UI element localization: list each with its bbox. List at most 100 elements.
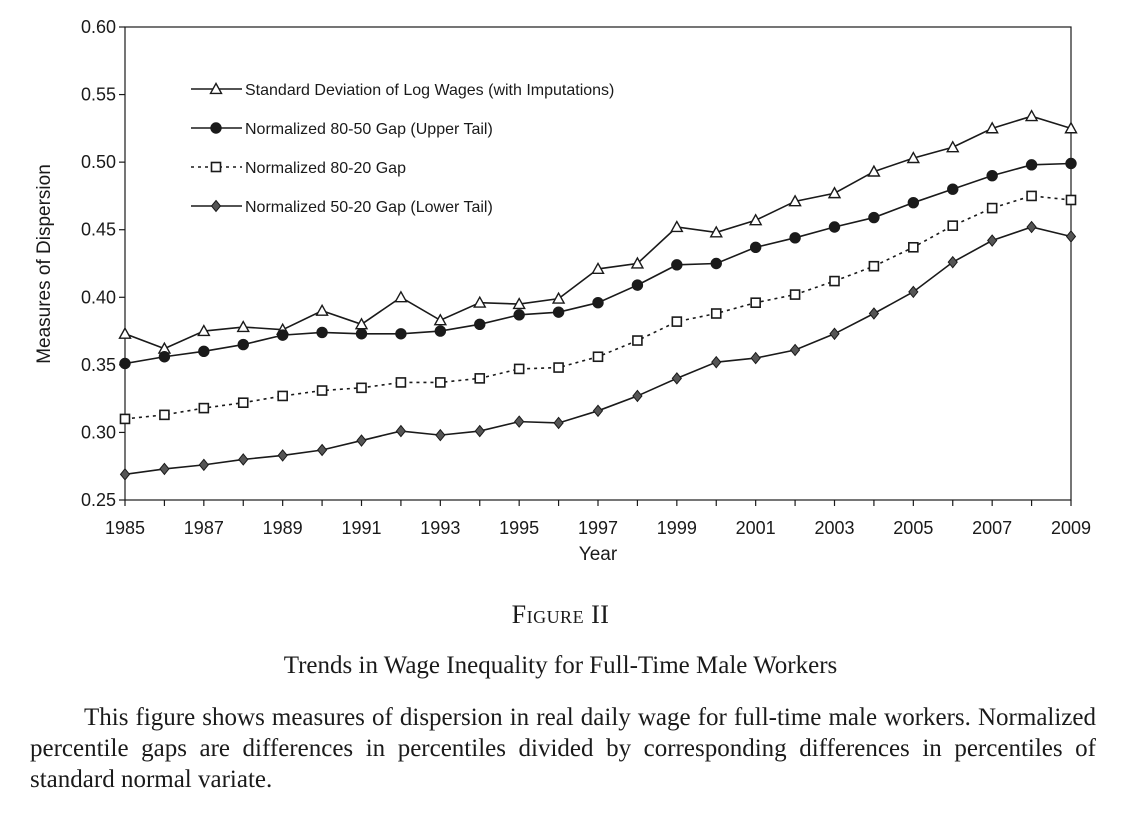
data-point-sd-log-wages bbox=[709, 225, 723, 238]
legend-item-gap-80-50: Normalized 80-50 Gap (Upper Tail) bbox=[191, 121, 493, 138]
legend-label: Normalized 50-20 Gap (Lower Tail) bbox=[245, 199, 493, 216]
data-point-gap-80-50 bbox=[513, 309, 525, 321]
x-tick-label: 2007 bbox=[972, 518, 1012, 538]
data-point-gap-80-20 bbox=[789, 289, 801, 300]
data-point-gap-80-50 bbox=[828, 221, 841, 233]
data-point-gap-80-20 bbox=[868, 260, 880, 272]
data-point-gap-80-20 bbox=[119, 413, 131, 425]
data-point-gap-80-50 bbox=[947, 183, 959, 195]
data-point-sd-log-wages bbox=[1064, 121, 1078, 134]
data-point-gap-80-50 bbox=[592, 296, 604, 309]
data-point-gap-50-20 bbox=[159, 462, 170, 476]
data-point-gap-80-50 bbox=[907, 196, 920, 209]
data-point-sd-log-wages bbox=[512, 297, 526, 310]
data-point-gap-80-20 bbox=[277, 390, 288, 402]
data-point-gap-80-50 bbox=[237, 338, 249, 351]
x-tick-label: 2003 bbox=[814, 518, 854, 538]
data-point-gap-80-20 bbox=[986, 202, 998, 214]
y-tick-label: 0.50 bbox=[81, 152, 116, 172]
x-tick-label: 1991 bbox=[341, 518, 381, 538]
data-point-gap-80-50 bbox=[355, 328, 368, 340]
y-tick-label: 0.60 bbox=[81, 17, 116, 37]
data-point-sd-log-wages bbox=[906, 151, 921, 164]
legend-marker bbox=[210, 161, 222, 173]
data-point-gap-80-50 bbox=[198, 345, 210, 358]
data-point-sd-log-wages bbox=[748, 213, 763, 226]
data-point-sd-log-wages bbox=[867, 164, 881, 177]
x-tick-label: 1993 bbox=[420, 518, 460, 538]
data-point-gap-80-50 bbox=[789, 232, 801, 244]
data-point-gap-80-20 bbox=[829, 275, 840, 287]
figure-label: Figure II bbox=[511, 600, 610, 629]
data-point-gap-50-20 bbox=[553, 416, 564, 430]
data-point-gap-80-50 bbox=[316, 326, 328, 339]
data-point-sd-log-wages bbox=[630, 256, 645, 269]
data-point-gap-80-20 bbox=[592, 351, 604, 363]
data-point-gap-80-20 bbox=[553, 362, 564, 373]
y-axis-title: Measures of Dispersion bbox=[34, 164, 55, 364]
data-point-sd-log-wages bbox=[197, 324, 211, 337]
data-point-sd-log-wages bbox=[985, 121, 999, 134]
data-point-gap-80-50 bbox=[749, 241, 762, 253]
data-point-gap-50-20 bbox=[1065, 230, 1077, 243]
data-point-sd-log-wages bbox=[1024, 109, 1039, 122]
data-point-gap-80-20 bbox=[671, 316, 683, 327]
x-tick-label: 1985 bbox=[105, 518, 145, 538]
data-point-gap-80-20 bbox=[198, 402, 210, 414]
data-point-sd-log-wages bbox=[236, 320, 250, 333]
x-tick-label: 1997 bbox=[578, 518, 618, 538]
data-point-gap-80-20 bbox=[710, 308, 722, 319]
y-tick-label: 0.30 bbox=[81, 422, 116, 442]
data-point-gap-80-20 bbox=[1065, 194, 1077, 206]
data-point-gap-80-20 bbox=[513, 363, 525, 375]
x-tick-label: 1995 bbox=[499, 518, 539, 538]
data-point-gap-50-20 bbox=[987, 234, 998, 247]
data-point-gap-50-20 bbox=[711, 355, 722, 369]
data-point-gap-80-50 bbox=[474, 318, 486, 331]
legend-label: Normalized 80-50 Gap (Upper Tail) bbox=[245, 121, 493, 138]
x-tick-label: 2001 bbox=[736, 518, 776, 538]
data-point-gap-80-20 bbox=[159, 409, 170, 421]
data-point-gap-80-20 bbox=[947, 220, 959, 231]
legend: Standard Deviation of Log Wages (with Im… bbox=[191, 82, 614, 216]
data-point-gap-80-50 bbox=[552, 306, 565, 318]
series-sd-log-wages bbox=[118, 109, 1078, 354]
data-point-sd-log-wages bbox=[315, 303, 329, 316]
y-tick-label: 0.25 bbox=[81, 490, 116, 510]
line-chart: 0.25 0.30 0.35 0.40 0.45 0.50 0.55 0.60 1985 1987… bbox=[34, 17, 1091, 565]
data-point-gap-50-20 bbox=[947, 255, 958, 269]
data-point-gap-80-50 bbox=[631, 279, 644, 291]
data-point-gap-50-20 bbox=[1026, 220, 1037, 234]
data-point-gap-80-50 bbox=[119, 357, 131, 370]
data-point-sd-log-wages bbox=[118, 326, 132, 339]
data-point-sd-log-wages bbox=[473, 295, 487, 308]
legend-marker bbox=[210, 122, 222, 134]
data-point-gap-50-20 bbox=[592, 404, 604, 418]
data-point-gap-50-20 bbox=[829, 327, 840, 341]
data-point-gap-50-20 bbox=[395, 424, 407, 438]
data-point-gap-80-20 bbox=[316, 385, 328, 396]
data-point-gap-80-50 bbox=[986, 169, 998, 182]
data-point-sd-log-wages bbox=[670, 220, 684, 233]
legend-item-gap-80-20: Normalized 80-20 Gap bbox=[191, 160, 406, 177]
figure-note: This figure shows measures of dispersion… bbox=[30, 704, 1096, 793]
data-point-sd-log-wages bbox=[394, 290, 408, 303]
data-point-gap-50-20 bbox=[277, 449, 288, 462]
x-tick-label: 2009 bbox=[1051, 518, 1091, 538]
data-point-gap-80-50 bbox=[434, 325, 447, 337]
data-point-gap-50-20 bbox=[868, 307, 880, 320]
legend-label: Standard Deviation of Log Wages (with Im… bbox=[245, 82, 614, 99]
data-point-gap-50-20 bbox=[514, 415, 525, 428]
data-point-sd-log-wages bbox=[591, 261, 605, 275]
legend-marker bbox=[209, 82, 223, 95]
data-point-gap-50-20 bbox=[198, 458, 209, 472]
x-tick-label: 2005 bbox=[893, 518, 933, 538]
data-point-sd-log-wages bbox=[551, 291, 566, 304]
series-line-sd-log-wages bbox=[124, 115, 1072, 350]
data-point-sd-log-wages bbox=[788, 194, 802, 207]
data-point-gap-50-20 bbox=[908, 285, 919, 299]
y-tick-label: 0.55 bbox=[81, 85, 116, 105]
data-point-gap-50-20 bbox=[435, 428, 446, 442]
data-point-gap-50-20 bbox=[119, 468, 131, 481]
data-point-gap-50-20 bbox=[671, 372, 682, 385]
